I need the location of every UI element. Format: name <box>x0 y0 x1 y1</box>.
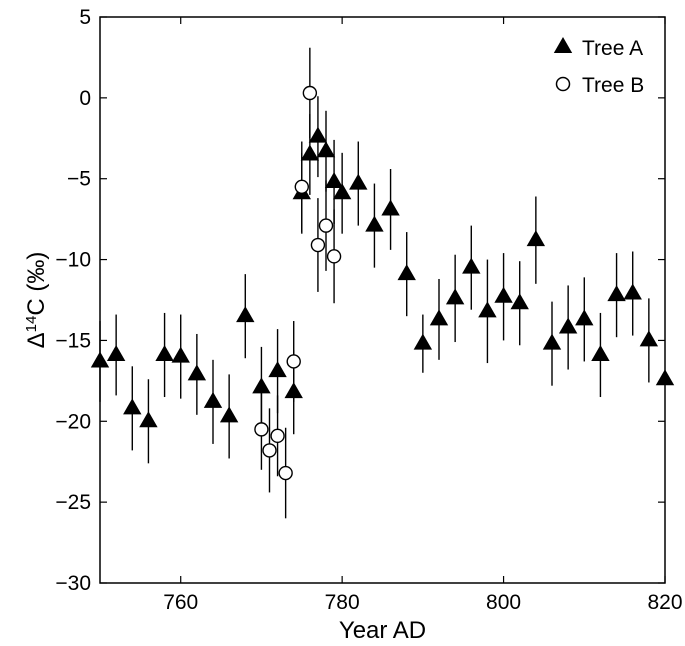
data-point-tree-a <box>639 330 659 347</box>
y-axis-ticks: 5 0 −5 −10 −15 −20 −25 −30 <box>55 6 665 595</box>
data-point-tree-a <box>397 264 416 281</box>
data-point-tree-a <box>445 288 465 305</box>
data-point-tree-a <box>526 230 546 247</box>
data-point-tree-a <box>139 411 158 428</box>
y-tick-label: −10 <box>55 249 91 272</box>
plot-content <box>90 47 675 519</box>
legend-marker-tree-b <box>555 76 571 92</box>
data-point-tree-b <box>254 422 269 437</box>
data-point-tree-b <box>318 218 334 233</box>
legend-item-tree-a: Tree A <box>553 37 643 60</box>
data-point-tree-a <box>171 346 190 363</box>
data-point-tree-a <box>268 361 287 378</box>
data-point-tree-a <box>542 333 562 350</box>
data-point-tree-a <box>575 309 594 326</box>
data-point-tree-b <box>310 237 326 253</box>
x-tick-label: 800 <box>486 591 521 614</box>
x-axis-title: Year AD <box>339 617 426 644</box>
data-point-tree-a <box>219 406 239 423</box>
x-tick-label: 760 <box>163 591 198 614</box>
data-point-tree-a <box>462 257 481 274</box>
legend-label-tree-a: Tree A <box>582 37 643 60</box>
series-tree-a <box>90 96 675 464</box>
data-point-tree-a <box>381 199 400 216</box>
data-point-tree-a <box>187 364 207 381</box>
y-axis-title-suffix: C (‰) <box>23 252 50 316</box>
y-tick-label: 0 <box>79 87 91 110</box>
data-point-tree-a <box>558 317 578 334</box>
data-point-tree-a <box>510 293 529 310</box>
y-tick-label: −15 <box>55 329 91 352</box>
data-point-tree-a <box>332 183 352 200</box>
y-tick-label: −30 <box>55 572 91 595</box>
data-point-tree-b <box>262 443 277 458</box>
data-point-tree-a <box>106 344 126 361</box>
data-point-tree-b <box>302 85 318 101</box>
data-point-tree-b <box>286 354 301 369</box>
legend-item-tree-b: Tree B <box>555 74 644 97</box>
data-point-tree-a <box>478 301 497 318</box>
data-point-tree-a <box>316 141 336 158</box>
data-point-tree-a <box>308 126 328 143</box>
data-point-tree-b <box>270 428 285 444</box>
y-axis-title: Δ14C (‰) <box>23 252 51 349</box>
legend: Tree A Tree B <box>553 37 644 97</box>
data-point-tree-a <box>413 333 433 350</box>
x-axis-ticks: 760 780 800 820 <box>163 17 683 614</box>
x-tick-label: 820 <box>647 591 682 614</box>
y-tick-label: −25 <box>55 491 91 514</box>
y-tick-label: 5 <box>79 6 91 29</box>
data-point-tree-a <box>591 344 610 361</box>
data-point-tree-a <box>236 306 255 323</box>
plot-frame <box>99 16 666 584</box>
data-point-tree-a <box>365 215 384 232</box>
y-axis-title-prefix: Δ <box>23 332 50 348</box>
data-point-tree-a <box>203 391 223 408</box>
data-point-tree-a <box>155 344 174 361</box>
y-axis-title-sup: 14 <box>23 316 40 333</box>
data-point-tree-a <box>300 144 320 161</box>
data-point-tree-a <box>324 171 344 188</box>
data-point-tree-a <box>252 377 271 394</box>
data-point-tree-a <box>494 286 513 303</box>
data-point-tree-a <box>429 309 449 326</box>
data-point-tree-b <box>294 179 309 195</box>
data-point-tree-a <box>623 283 642 300</box>
data-point-tree-b <box>326 249 342 264</box>
data-point-tree-a <box>123 398 142 415</box>
legend-label-tree-b: Tree B <box>582 74 644 97</box>
series-tree-b <box>254 47 342 519</box>
y-tick-label: −20 <box>55 410 91 433</box>
legend-marker-tree-a <box>553 37 573 53</box>
data-point-tree-a <box>607 285 626 302</box>
y-tick-label: −5 <box>67 168 91 191</box>
data-point-tree-a <box>349 173 368 190</box>
data-point-tree-b <box>278 465 293 481</box>
x-tick-label: 780 <box>325 591 360 614</box>
